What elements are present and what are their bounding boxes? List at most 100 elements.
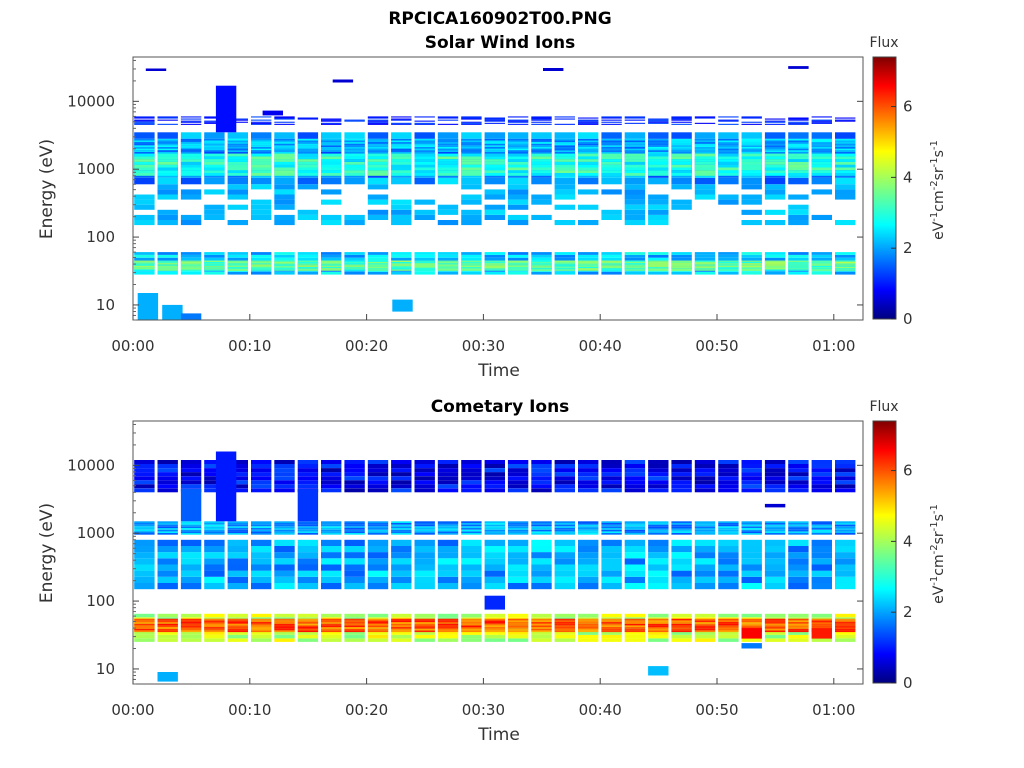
heatmap-cell	[671, 254, 692, 258]
heatmap-cell	[251, 613, 272, 618]
heatmap-cell	[788, 121, 809, 123]
heatmap-cell	[624, 116, 646, 118]
heatmap-cell	[134, 468, 155, 473]
heatmap-cell	[484, 269, 505, 271]
heatmap-cell	[601, 214, 622, 220]
heatmap-cell	[764, 177, 786, 185]
x-tick-label: 00:30	[462, 337, 505, 355]
heatmap-cell	[554, 123, 575, 125]
heatmap-cell	[321, 552, 342, 559]
heatmap-cell	[601, 260, 622, 262]
heatmap-cell	[811, 260, 832, 262]
heatmap-cell	[554, 539, 575, 546]
heatmap-cell	[391, 531, 412, 533]
heatmap-cell	[624, 204, 646, 210]
heatmap-cells	[134, 451, 856, 682]
heatmap-cell	[554, 545, 575, 553]
heatmap-cell	[671, 613, 692, 618]
heatmap-cell	[554, 177, 575, 185]
heatmap-cell	[461, 638, 482, 642]
heatmap-cell	[367, 260, 389, 262]
heatmap-cell	[204, 460, 225, 464]
heatmap-cell	[227, 576, 248, 583]
heatmap-cell	[601, 156, 622, 160]
heatmap-cell	[718, 468, 739, 473]
heatmap-cell	[554, 264, 575, 266]
heatmap-cell	[788, 142, 809, 144]
heatmap-cell	[601, 529, 622, 532]
heatmap-cell	[764, 138, 786, 141]
heatmap-cell	[578, 628, 599, 631]
heatmap-cell	[764, 132, 786, 139]
heatmap-cell	[297, 214, 319, 220]
heatmap-cell	[554, 628, 575, 631]
heatmap-cell	[811, 533, 832, 535]
heatmap-cell	[764, 531, 786, 533]
heatmap-cell	[694, 164, 716, 168]
heatmap-cell	[414, 266, 435, 269]
heatmap-cell	[437, 156, 459, 160]
heatmap-cell	[157, 564, 178, 571]
heatmap-cell	[671, 143, 692, 146]
heatmap-cell	[180, 552, 202, 559]
heatmap-cell	[157, 254, 178, 258]
heatmap-cell	[321, 529, 342, 532]
heatmap-cell	[507, 576, 529, 583]
heatmap-cell	[788, 264, 809, 266]
heatmap-cell	[718, 269, 739, 271]
heatmap-cell	[788, 484, 809, 489]
heatmap-cell	[461, 268, 482, 270]
heatmap-cell	[251, 145, 272, 147]
heatmap-cell	[367, 488, 389, 493]
heatmap-cell	[835, 156, 856, 160]
heatmap-cell	[321, 252, 342, 255]
heatmap-cell	[811, 138, 832, 141]
heatmap-cell	[157, 263, 178, 265]
heatmap-cell	[484, 631, 505, 635]
heatmap-cell	[251, 531, 272, 533]
heatmap-cell	[601, 620, 622, 623]
heatmap-cell	[251, 266, 272, 269]
heatmap-cell	[297, 464, 319, 468]
heatmap-cell	[367, 545, 389, 553]
heatmap-cell	[811, 269, 832, 271]
heatmap-cell	[321, 143, 342, 146]
heatmap-cell	[484, 264, 505, 266]
heatmap-cell	[134, 623, 155, 626]
colorbar-tick-label: 2	[903, 603, 913, 621]
heatmap-cell	[180, 170, 202, 173]
heatmap-cell	[367, 576, 389, 583]
heatmap-cell	[391, 264, 412, 266]
heatmap-cell	[764, 570, 786, 577]
heatmap-cell	[764, 252, 786, 255]
heatmap-cell	[484, 531, 505, 533]
heatmap-cell	[321, 622, 342, 624]
heatmap-cell	[134, 119, 155, 121]
heatmap-cell	[578, 220, 599, 226]
heatmap-cell	[297, 558, 319, 565]
heatmap-cell	[601, 252, 622, 255]
heatmap-cell	[531, 117, 552, 119]
heatmap-cell	[718, 472, 739, 477]
heatmap-cell	[835, 254, 856, 258]
heatmap-cell	[601, 170, 622, 173]
heatmap-cell	[531, 558, 552, 565]
heatmap-cell	[718, 480, 739, 485]
heatmap-cell	[414, 147, 435, 149]
heatmap-cell	[437, 628, 459, 631]
heatmap-cell	[554, 529, 575, 532]
heatmap-cell	[531, 261, 552, 264]
heatmap-cell	[367, 266, 389, 269]
heatmap-cell	[671, 625, 692, 628]
heatmap-cell	[297, 164, 319, 168]
heatmap-cell	[835, 627, 856, 629]
heatmap-cell	[227, 145, 248, 147]
heatmap-cell	[648, 260, 669, 262]
heatmap-cell	[367, 268, 389, 270]
heatmap-cell	[718, 260, 739, 262]
heatmap-cell	[741, 150, 762, 152]
heatmap-cell	[484, 627, 505, 629]
heatmap-cell	[461, 150, 482, 152]
